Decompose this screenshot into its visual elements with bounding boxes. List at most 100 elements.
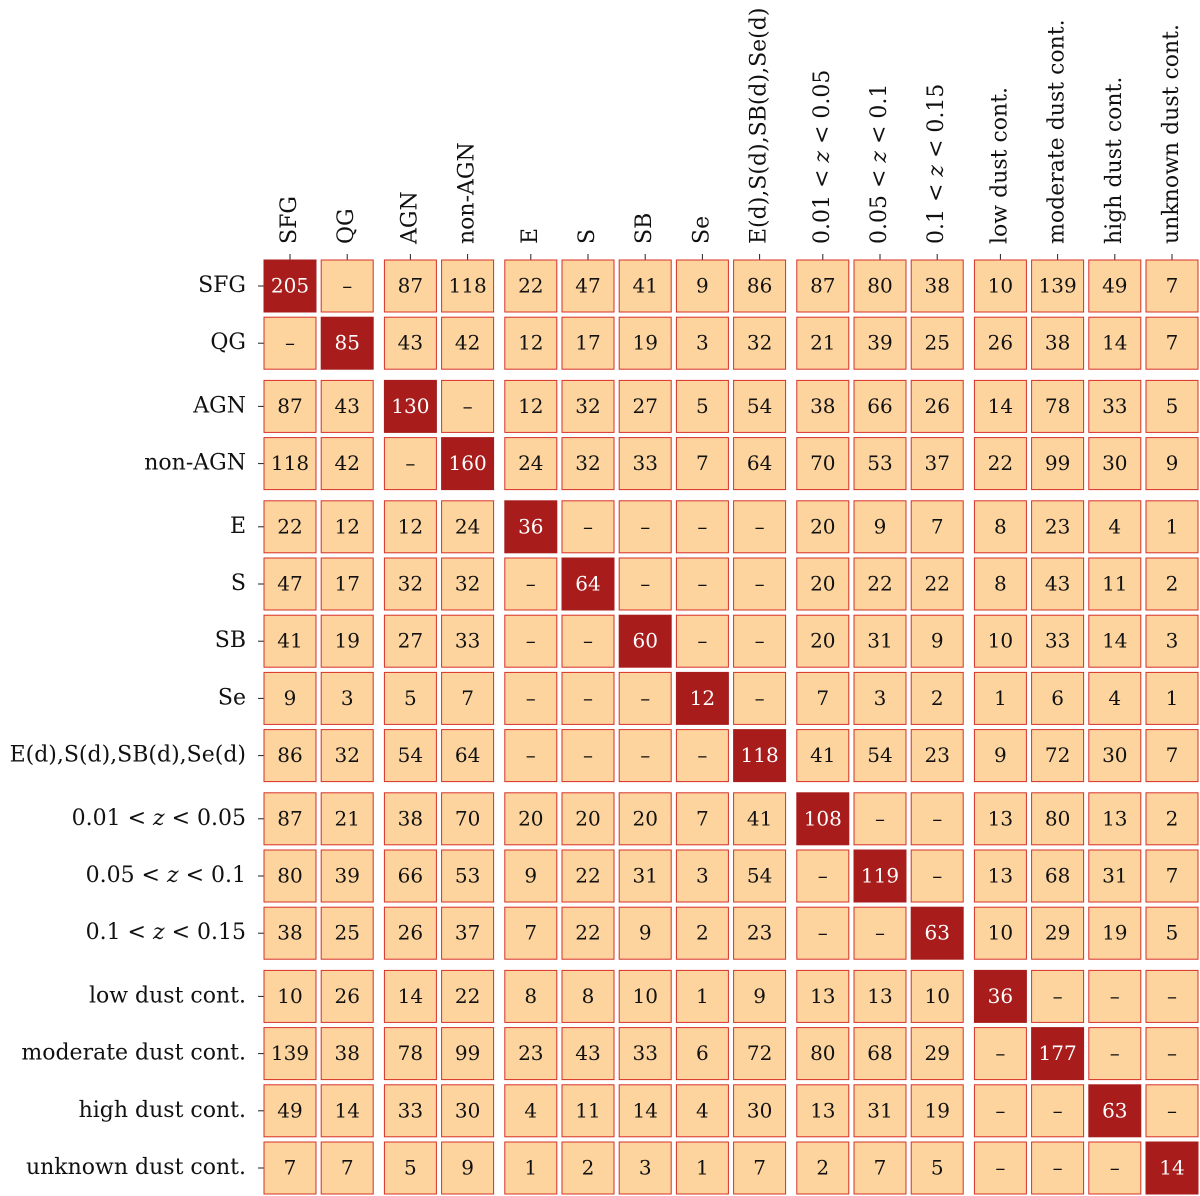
cell-value: 86 — [277, 743, 302, 767]
col-label-moderate-dust-cont: moderate dust cont. — [1045, 19, 1070, 244]
heatmap-cell — [618, 500, 672, 554]
cell-value: 8 — [994, 572, 1007, 596]
heatmap-cell — [1031, 379, 1085, 433]
cell-value: 68 — [867, 1041, 892, 1065]
cell-value: 27 — [632, 394, 657, 418]
heatmap-cell — [853, 792, 907, 846]
row-label-qg: QG — [210, 330, 246, 355]
cell-value: 22 — [518, 274, 543, 298]
heatmap-cell — [383, 259, 437, 313]
cell-value: 7 — [524, 921, 537, 945]
cell-value: 99 — [1045, 451, 1070, 475]
cell-value: 1 — [524, 1156, 537, 1180]
heatmap-cell — [263, 614, 317, 668]
cell-value: 29 — [1045, 921, 1070, 945]
cell-value: 9 — [284, 686, 297, 710]
row-label-low-dust-cont: low dust cont. — [89, 983, 246, 1008]
heatmap-cell — [263, 671, 317, 725]
heatmap-cell — [441, 1027, 495, 1081]
heatmap-cell — [561, 1084, 615, 1138]
heatmap-cell — [675, 906, 729, 960]
heatmap-cell — [383, 906, 437, 960]
cell-value: 9 — [994, 743, 1007, 767]
cell-value: 7 — [696, 806, 709, 830]
heatmap-cell — [853, 1084, 907, 1138]
heatmap-cell — [441, 316, 495, 370]
cell-value: 13 — [988, 864, 1013, 888]
heatmap-cell — [796, 379, 850, 433]
heatmap-cell — [1088, 500, 1142, 554]
heatmap-cell — [675, 259, 729, 313]
cell-value: 7 — [1166, 274, 1179, 298]
heatmap-cell — [561, 792, 615, 846]
cell-value: 43 — [1045, 572, 1070, 596]
cell-value: – — [697, 629, 707, 653]
cell-value: 32 — [747, 331, 772, 355]
cell-value: 24 — [455, 514, 480, 538]
cell-value: 7 — [341, 1156, 354, 1180]
heatmap-cell — [796, 614, 850, 668]
cell-value: 36 — [988, 984, 1013, 1008]
cell-value: 32 — [575, 451, 600, 475]
heatmap-cell — [733, 614, 787, 668]
diagonal-cell — [973, 969, 1027, 1023]
cell-value: 54 — [747, 864, 772, 888]
cell-value: 37 — [455, 921, 480, 945]
cell-value: 13 — [988, 806, 1013, 830]
cell-value: 22 — [277, 514, 302, 538]
heatmap-cell — [320, 259, 374, 313]
heatmap-cell — [1088, 259, 1142, 313]
cell-value: – — [640, 686, 650, 710]
cell-value: 20 — [810, 514, 835, 538]
heatmap-cell — [441, 1141, 495, 1195]
heatmap-cell — [618, 259, 672, 313]
heatmap-cell — [618, 1084, 672, 1138]
row-label-0-05-z-0-1: 0.05 < z < 0.1 — [86, 863, 246, 888]
cell-value: 31 — [867, 629, 892, 653]
diagonal-cell — [1088, 1084, 1142, 1138]
cell-value: 20 — [632, 806, 657, 830]
heatmap-cell — [796, 671, 850, 725]
cell-value: 130 — [391, 394, 429, 418]
col-label-e: E — [518, 228, 543, 244]
cell-value: 25 — [924, 331, 949, 355]
cell-value: 22 — [455, 984, 480, 1008]
cell-value: – — [342, 274, 352, 298]
heatmap-cell — [675, 500, 729, 554]
heatmap-cell — [796, 557, 850, 611]
cell-value: 32 — [575, 394, 600, 418]
heatmap-cell — [675, 1141, 729, 1195]
heatmap-cell — [320, 671, 374, 725]
heatmap-cell — [1145, 316, 1199, 370]
diagonal-cell — [320, 316, 374, 370]
heatmap-cell — [618, 906, 672, 960]
heatmap-cell — [853, 437, 907, 491]
cell-value: 9 — [874, 514, 887, 538]
heatmap-cell — [675, 729, 729, 783]
heatmap-cell — [504, 671, 558, 725]
heatmap-cell — [910, 316, 964, 370]
heatmap-cell — [1145, 729, 1199, 783]
heatmap-cell — [383, 500, 437, 554]
heatmap-cell — [973, 1027, 1027, 1081]
cell-value: 70 — [455, 806, 480, 830]
heatmap-cell — [973, 671, 1027, 725]
cell-value: 38 — [924, 274, 949, 298]
heatmap-cell — [320, 557, 374, 611]
heatmap-cell — [1031, 557, 1085, 611]
cell-value: 1 — [696, 1156, 709, 1180]
heatmap-cell — [1088, 792, 1142, 846]
heatmap-cell — [733, 671, 787, 725]
cell-value: 8 — [994, 514, 1007, 538]
heatmap-cell — [1031, 259, 1085, 313]
cell-value: 22 — [575, 864, 600, 888]
heatmap-cell — [910, 729, 964, 783]
heatmap-cell — [1145, 849, 1199, 903]
heatmap-cell — [263, 1084, 317, 1138]
cell-value: 14 — [988, 394, 1013, 418]
heatmap-cell — [618, 316, 672, 370]
heatmap-cell — [853, 671, 907, 725]
heatmap-cell — [1088, 557, 1142, 611]
cell-value: 118 — [271, 451, 309, 475]
heatmap-cell — [973, 614, 1027, 668]
